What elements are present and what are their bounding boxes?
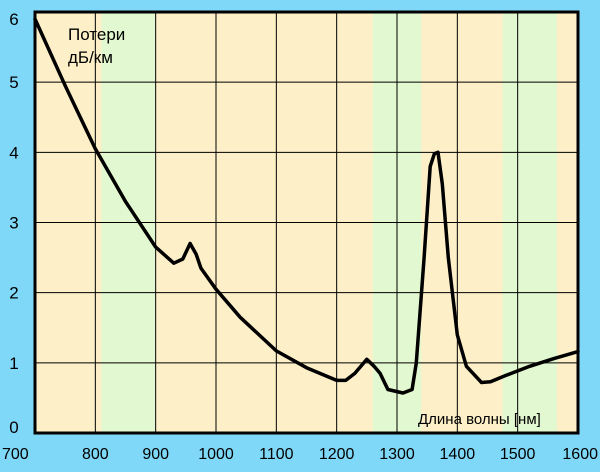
- y-axis-label-line2: дБ/км: [68, 48, 113, 67]
- x-tick-1400: 1400: [440, 446, 476, 463]
- x-tick-1600: 1600: [562, 446, 598, 463]
- y-tick-4: 4: [9, 143, 18, 162]
- loss-curve: [33, 17, 580, 395]
- x-tick-1300: 1300: [379, 446, 415, 463]
- x-tick-1000: 1000: [198, 446, 234, 463]
- y-tick-labels: 0 1 2 3 4 5 6: [9, 10, 18, 437]
- x-tick-900: 900: [142, 446, 169, 463]
- x-tick-1100: 1100: [259, 446, 294, 463]
- x-axis-label: Длина волны [нм]: [418, 411, 541, 428]
- y-tick-3: 3: [9, 214, 18, 233]
- y-tick-1: 1: [9, 354, 18, 373]
- x-tick-700: 700: [2, 446, 29, 463]
- y-tick-2: 2: [9, 284, 18, 303]
- y-tick-0: 0: [9, 418, 18, 437]
- y-tick-5: 5: [9, 73, 18, 92]
- y-tick-6: 6: [9, 10, 18, 29]
- x-tick-labels: 700 800 900 1000 1100 1200 1300 1400 1500 1600: [2, 446, 598, 463]
- x-tick-1500: 1500: [500, 446, 536, 463]
- x-tick-1200: 1200: [319, 446, 355, 463]
- plot-frame: [33, 10, 580, 435]
- x-tick-800: 800: [82, 446, 109, 463]
- y-axis-label-line1: Потери: [68, 25, 125, 44]
